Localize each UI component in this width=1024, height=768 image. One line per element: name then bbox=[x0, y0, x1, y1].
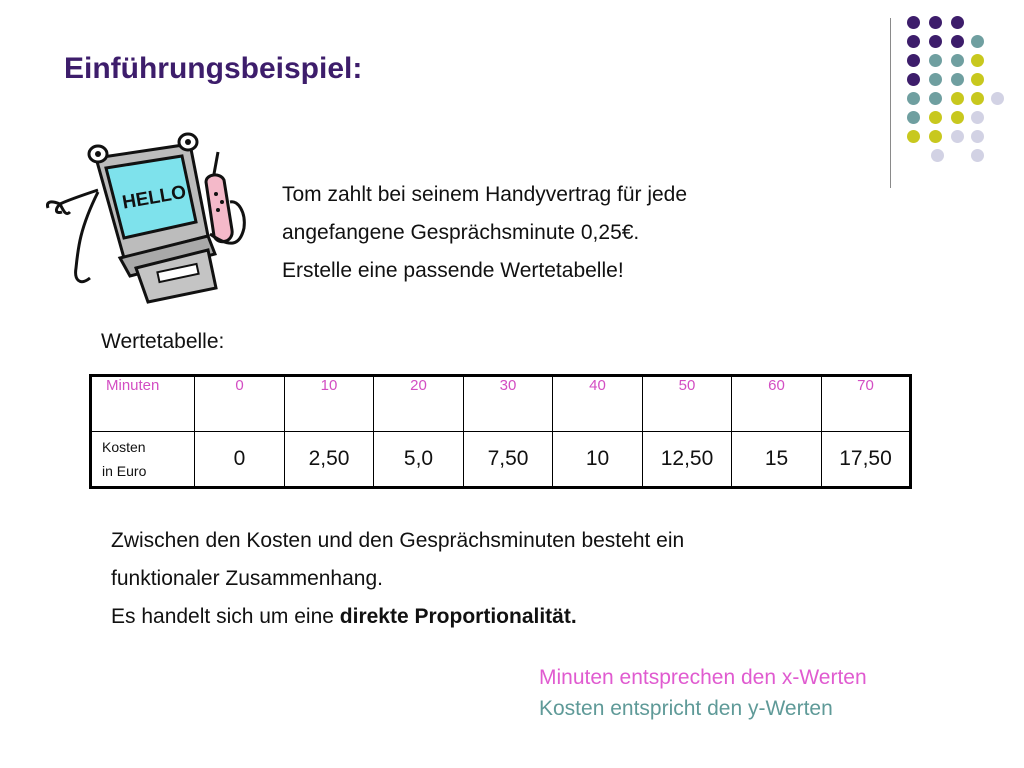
decorative-dot bbox=[907, 92, 920, 105]
cost-cell: 2,50 bbox=[284, 431, 374, 488]
slide-title: Einführungsbeispiel: bbox=[64, 52, 363, 85]
cost-cell: 0 bbox=[194, 431, 285, 488]
value-table: Minuten 0 10 20 30 40 50 60 70 Kosten in … bbox=[89, 374, 912, 489]
minutes-cell: 60 bbox=[731, 375, 822, 432]
minutes-cell: 20 bbox=[373, 375, 464, 432]
decorative-dot bbox=[929, 35, 942, 48]
decorative-dot bbox=[951, 35, 964, 48]
cost-cell: 17,50 bbox=[821, 431, 911, 488]
hello-computer-phone-icon: HELLO bbox=[46, 132, 246, 304]
decorative-dot bbox=[951, 16, 964, 29]
x-values-note: Minuten entsprechen den x-Werten bbox=[539, 666, 867, 689]
decorative-dot bbox=[931, 149, 944, 162]
minutes-cell: 0 bbox=[194, 375, 285, 432]
decorative-dot bbox=[907, 73, 920, 86]
intro-line: Tom zahlt bei seinem Handyvertrag für je… bbox=[282, 183, 688, 206]
decorative-dot bbox=[971, 54, 984, 67]
table-label: Wertetabelle: bbox=[101, 330, 225, 353]
row-header-minutes: Minuten bbox=[90, 375, 195, 432]
row-header-costs-line2: in Euro bbox=[102, 463, 147, 479]
intro-line: angefangene Gesprächsminute 0,25€. bbox=[282, 221, 640, 244]
decorative-dot bbox=[971, 73, 984, 86]
decorative-dot bbox=[907, 130, 920, 143]
decorative-dot bbox=[951, 73, 964, 86]
decorative-dot bbox=[929, 92, 942, 105]
minutes-cell: 30 bbox=[463, 375, 553, 432]
conclusion-text: Zwischen den Kosten und den Gesprächsmin… bbox=[111, 522, 684, 636]
decorative-dot bbox=[951, 54, 964, 67]
cost-cell: 7,50 bbox=[463, 431, 553, 488]
decorative-dot bbox=[971, 130, 984, 143]
minutes-cell: 40 bbox=[552, 375, 643, 432]
minutes-cell: 70 bbox=[821, 375, 911, 432]
decorative-dot bbox=[929, 111, 942, 124]
decorative-divider bbox=[890, 18, 891, 188]
decorative-dot bbox=[929, 130, 942, 143]
decorative-dot bbox=[951, 111, 964, 124]
cost-cell: 5,0 bbox=[373, 431, 464, 488]
conclusion-line: Zwischen den Kosten und den Gesprächsmin… bbox=[111, 529, 685, 552]
cost-cell: 15 bbox=[731, 431, 822, 488]
decorative-dot bbox=[907, 16, 920, 29]
conclusion-line: funktionaler Zusammenhang. bbox=[111, 567, 383, 590]
cost-cell: 10 bbox=[552, 431, 643, 488]
decorative-dot bbox=[991, 92, 1004, 105]
decorative-dot bbox=[907, 111, 920, 124]
decorative-dot bbox=[929, 16, 942, 29]
intro-line: Erstelle eine passende Wertetabelle! bbox=[282, 259, 624, 282]
decorative-dot bbox=[907, 54, 920, 67]
y-values-note: Kosten entspricht den y-Werten bbox=[539, 697, 833, 720]
minutes-cell: 50 bbox=[642, 375, 732, 432]
conclusion-line: Es handelt sich um eine direkte Proporti… bbox=[111, 598, 684, 636]
decorative-dot bbox=[929, 73, 942, 86]
conclusion-emphasis: direkte Proportionalität. bbox=[339, 605, 577, 628]
decorative-dot bbox=[951, 92, 964, 105]
decorative-dot bbox=[907, 35, 920, 48]
row-header-costs-line1: Kosten bbox=[102, 439, 146, 455]
row-header-costs: Kosten in Euro bbox=[90, 431, 195, 488]
decorative-dot bbox=[971, 92, 984, 105]
decorative-dot bbox=[971, 149, 984, 162]
decorative-dot bbox=[971, 35, 984, 48]
intro-text: Tom zahlt bei seinem Handyvertrag für je… bbox=[282, 176, 842, 290]
table-row-costs: Kosten in Euro 0 2,50 5,0 7,50 10 12,50 1… bbox=[90, 431, 911, 488]
decorative-dot bbox=[951, 130, 964, 143]
table-row-minutes: Minuten 0 10 20 30 40 50 60 70 bbox=[90, 375, 911, 432]
cost-cell: 12,50 bbox=[642, 431, 732, 488]
decorative-dot bbox=[971, 111, 984, 124]
minutes-cell: 10 bbox=[284, 375, 374, 432]
conclusion-prefix: Es handelt sich um eine bbox=[111, 605, 340, 628]
decorative-dot bbox=[929, 54, 942, 67]
